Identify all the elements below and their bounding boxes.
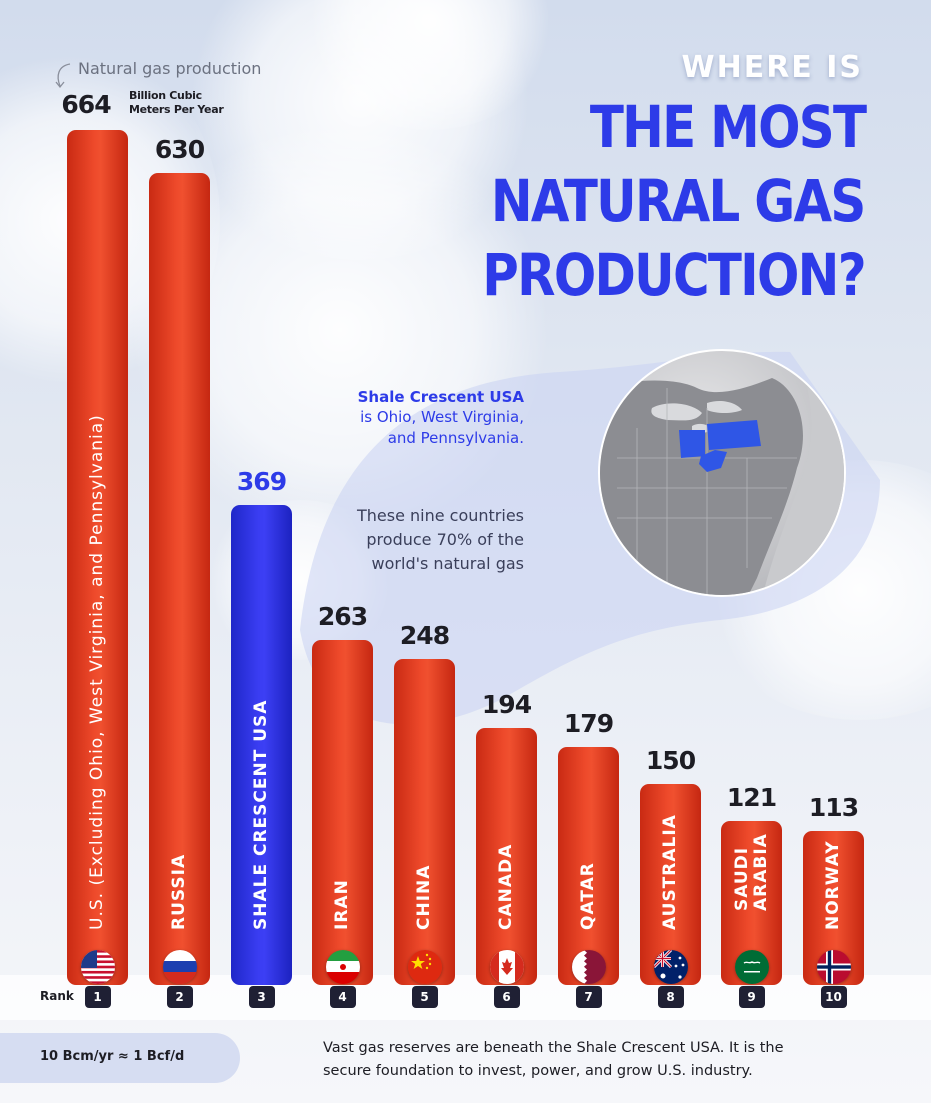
title-line-2: THE MOST [589,93,867,161]
iran-flag-icon [325,950,360,984]
rank-badge: 5 [411,986,438,1008]
bar-value: 630 [154,135,205,164]
bar: CANADA [476,728,537,985]
bar-value: 194 [481,690,532,719]
bar: QATAR [558,747,619,985]
bar-label: QATAR [577,862,598,930]
saudi-arabia-flag-icon [734,950,769,984]
curved-arrow-icon [55,63,71,89]
rank-badge: 6 [493,986,520,1008]
rank-strip [0,975,931,1020]
conversion-pill: 10 Bcm/yr ≈ 1 Bcf/d [0,1033,240,1083]
bar-value: 150 [645,746,696,775]
callout-note-line-3: world's natural gas [371,554,524,573]
bar-label: CHINA [413,864,434,930]
rank-badge: 9 [738,986,765,1008]
callout-note-line-1: These nine countries [356,506,524,525]
rank-badge: 8 [657,986,684,1008]
australia-flag-icon [653,950,688,984]
bar: IRAN [312,640,373,985]
conversion-text: 10 Bcm/yr ≈ 1 Bcf/d [40,1049,185,1064]
bar-value: 664 [61,90,111,119]
title-line-1: WHERE IS [681,50,863,85]
shale-crescent-map [598,349,846,597]
russia-flag-icon [162,950,197,984]
bar-label: SHALE CRESCENT USA [250,699,271,930]
qatar-flag-icon [571,950,606,984]
bar-value: 369 [236,467,287,496]
rank-badge: 10 [820,986,847,1008]
bar: U.S. (Excluding Ohio, West Virginia, and… [67,130,128,985]
title-line-4: PRODUCTION? [482,241,866,309]
legend-note-label: Natural gas production [78,59,262,78]
norway-flag-icon [816,950,851,984]
footer-text-line-1: Vast gas reserves are beneath the Shale … [323,1040,784,1056]
canada-flag-icon [489,950,524,984]
bar-value: 113 [808,793,859,822]
rank-label: Rank [40,989,74,1003]
bar-label: AUSTRALIA [659,814,680,930]
bar-label-line-2: ARABIA [750,833,771,911]
callout-line-1: is Ohio, West Virginia, [360,408,524,426]
bar-label: CANADA [495,843,516,930]
bar-value: 179 [563,709,614,738]
bar-value: 263 [317,602,368,631]
callout-note-line-2: produce 70% of the [366,530,524,549]
bar-value: 248 [399,621,450,650]
us-flag-icon [80,950,115,984]
bar: SHALE CRESCENT USA [231,505,292,985]
rank-badge: 1 [84,986,111,1008]
bar: CHINA [394,659,455,985]
china-flag-icon [407,950,442,984]
legend-unit-line-1: Billion Cubic [129,89,202,102]
bar-value: 121 [726,783,777,812]
bar-label-line-1: SAUDI [731,846,752,911]
footer-text-line-2: secure foundation to invest, power, and … [323,1063,753,1079]
callout-heading: Shale Crescent USA [357,388,524,406]
rank-badge: 3 [248,986,275,1008]
bar-label: NORWAY [822,840,843,930]
title-line-3: NATURAL GAS [491,167,866,235]
legend-unit-line-2: Meters Per Year [129,103,224,116]
bar-label: SAUDI ARABIA [731,833,771,911]
bar-label: RUSSIA [168,853,189,930]
rank-badge: 4 [329,986,356,1008]
rank-badge: 2 [166,986,193,1008]
bar-label: U.S. (Excluding Ohio, West Virginia, and… [86,414,107,930]
callout-line-2: and Pennsylvania. [387,429,524,447]
rank-badge: 7 [575,986,602,1008]
bar: RUSSIA [149,173,210,985]
bar-label: IRAN [331,879,352,930]
